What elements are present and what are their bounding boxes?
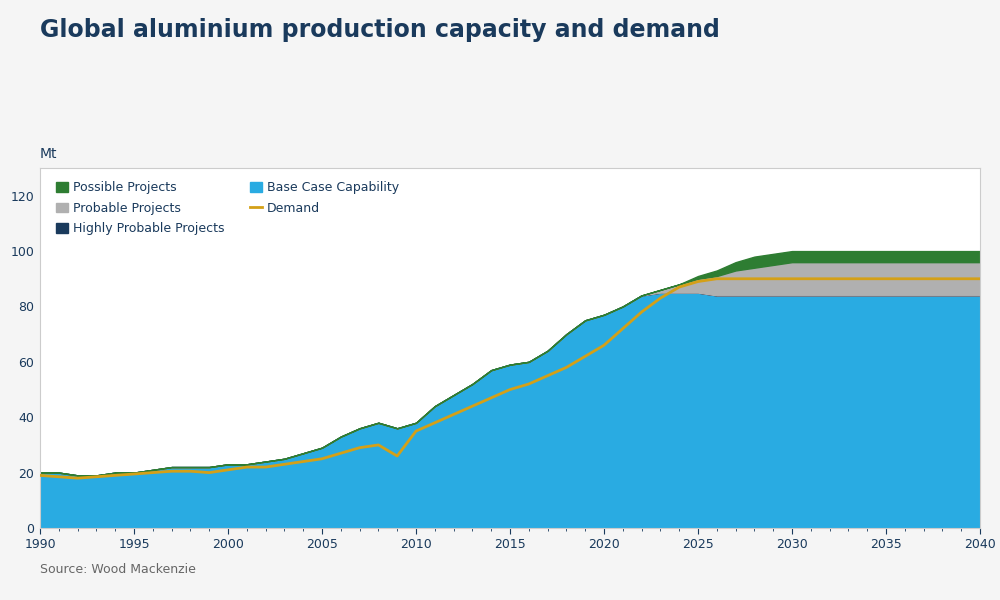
Text: Global aluminium production capacity and demand: Global aluminium production capacity and… bbox=[40, 18, 720, 42]
Legend: Possible Projects, Probable Projects, Highly Probable Projects, Base Case Capabi: Possible Projects, Probable Projects, Hi… bbox=[56, 181, 399, 235]
Text: Mt: Mt bbox=[40, 147, 58, 161]
Text: Source: Wood Mackenzie: Source: Wood Mackenzie bbox=[40, 563, 196, 576]
